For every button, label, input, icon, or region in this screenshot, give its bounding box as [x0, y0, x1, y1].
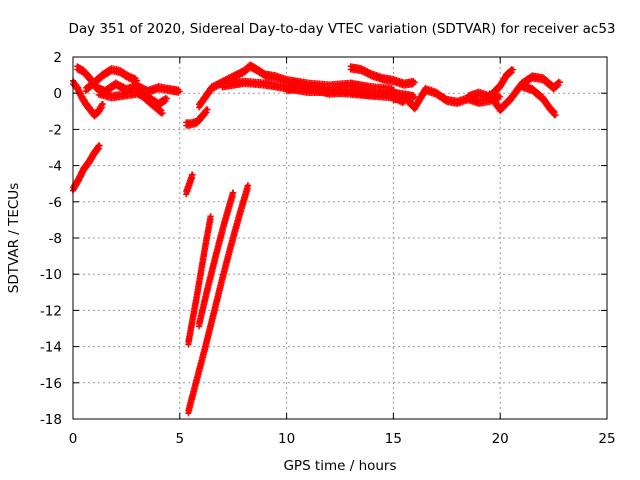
series-arc-l — [390, 84, 504, 113]
series-arc-k — [347, 63, 418, 89]
series-arc-r — [196, 189, 237, 330]
chart-title: Day 351 of 2020, Sidereal Day-to-day VTE… — [68, 21, 615, 37]
y-tick-label: -4 — [49, 159, 62, 175]
data-point — [230, 189, 237, 196]
y-tick-label: -18 — [40, 412, 62, 428]
x-tick-label: 15 — [385, 431, 402, 447]
y-tick-label: -14 — [40, 340, 62, 356]
x-tick-label: 20 — [492, 431, 509, 447]
data-point — [552, 111, 559, 118]
data-point — [207, 213, 214, 220]
series-arc-j — [283, 83, 408, 107]
series-arc-e — [134, 84, 166, 117]
data-point — [189, 171, 196, 178]
data-point — [95, 145, 102, 152]
x-tick-label: 25 — [598, 431, 615, 447]
data-point — [557, 79, 564, 86]
data-point — [94, 146, 101, 153]
data-point — [176, 88, 183, 95]
y-tick-label: -10 — [40, 267, 62, 283]
y-tick-label: 0 — [53, 86, 62, 102]
data-point — [554, 83, 561, 90]
series-arc-o — [518, 81, 559, 119]
data-point — [96, 142, 103, 149]
x-axis-label: GPS time / hours — [283, 458, 396, 474]
y-tick-label: -8 — [49, 231, 62, 247]
y-axis-label: SDTVAR / TECUs — [6, 183, 22, 293]
y-tick-label: -2 — [49, 122, 62, 138]
data-point — [134, 77, 141, 84]
series-arc-g — [183, 106, 211, 129]
data-point — [507, 70, 514, 77]
series-arc-c — [82, 65, 141, 95]
series-arc-p — [183, 171, 196, 198]
series-arc-q — [185, 213, 214, 348]
y-tick-label: -6 — [49, 195, 62, 211]
data-point — [245, 182, 252, 189]
series-arc-n — [486, 72, 564, 115]
data-point — [163, 95, 170, 102]
data-point — [159, 110, 166, 117]
data-point — [411, 93, 418, 100]
x-tick-label: 0 — [69, 431, 78, 447]
data-point — [99, 101, 106, 108]
series-arc-s — [185, 182, 252, 417]
y-tick-label: -12 — [40, 303, 62, 319]
data-point — [99, 104, 106, 111]
y-tick-label: -16 — [40, 376, 62, 392]
axis-ticks: 0 5 10 15 20 25 -18 -16 -14 -12 -10 -8 -6 -4 -2 0 2 — [40, 50, 616, 447]
data-point — [204, 106, 211, 113]
x-tick-label: 5 — [176, 431, 185, 447]
data-points — [70, 61, 564, 417]
y-tick-label: 2 — [53, 50, 62, 66]
grid-lines — [73, 57, 607, 419]
series-arc-f — [70, 142, 103, 194]
data-point — [411, 79, 418, 86]
data-point — [203, 109, 210, 116]
data-point — [510, 66, 517, 73]
data-point — [497, 93, 504, 100]
series-arc-b — [74, 63, 183, 96]
x-tick-label: 10 — [278, 431, 295, 447]
